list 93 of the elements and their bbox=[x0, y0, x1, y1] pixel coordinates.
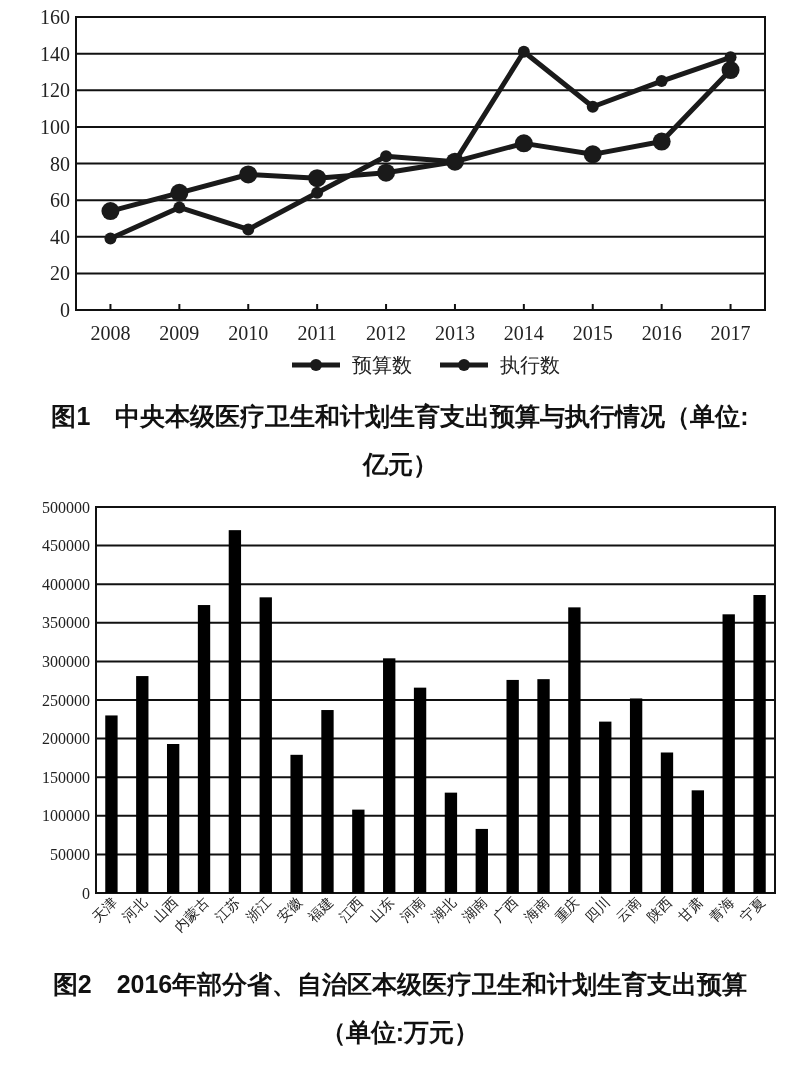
bar bbox=[691, 790, 705, 893]
x-tick-label: 江西 bbox=[336, 894, 367, 925]
point bbox=[308, 169, 327, 188]
y-tick-label: 140 bbox=[40, 42, 70, 65]
point bbox=[721, 61, 740, 80]
x-tick-label: 海南 bbox=[521, 894, 552, 925]
text: 图1 中央本级医疗卫生和计划生育支出预算与执行情况（单位:亿元） bbox=[50, 401, 750, 480]
x-tick-label: 天津 bbox=[89, 894, 120, 925]
bar bbox=[105, 715, 118, 893]
point bbox=[170, 183, 189, 202]
y-tick-label: 50000 bbox=[50, 846, 90, 863]
bar bbox=[722, 614, 735, 893]
text: 图2 2016年部分省、自治区本级医疗卫生和计划生育支出预算（单位:万元） bbox=[51, 969, 749, 1048]
bar bbox=[321, 710, 334, 893]
bar bbox=[537, 679, 550, 893]
point bbox=[104, 232, 117, 245]
y-tick-label: 120 bbox=[40, 79, 70, 102]
x-tick-label: 广西 bbox=[490, 894, 521, 925]
x-tick-label: 甘肃 bbox=[675, 894, 706, 925]
point bbox=[652, 132, 671, 151]
x-tick-label: 2010 bbox=[228, 322, 269, 344]
y-tick-label: 0 bbox=[60, 299, 70, 321]
y-tick-label: 80 bbox=[50, 152, 70, 175]
y-tick-label: 100 bbox=[40, 115, 70, 138]
bar bbox=[383, 658, 396, 893]
x-tick-label: 2011 bbox=[297, 322, 337, 344]
bar bbox=[444, 792, 458, 893]
y-tick-label: 40 bbox=[50, 225, 70, 248]
y-tick-label: 500000 bbox=[42, 498, 90, 516]
x-tick-label: 湖北 bbox=[428, 894, 460, 925]
x-tick-label: 宁夏 bbox=[737, 894, 768, 925]
point bbox=[173, 201, 186, 214]
x-tick-label: 2017 bbox=[710, 322, 751, 344]
point bbox=[377, 163, 396, 182]
x-tick-label: 云南 bbox=[613, 894, 645, 925]
bar bbox=[506, 679, 519, 893]
bar bbox=[166, 744, 180, 893]
x-tick-label: 2014 bbox=[503, 322, 544, 344]
bar bbox=[475, 828, 488, 893]
bar bbox=[629, 698, 643, 893]
point bbox=[380, 150, 393, 163]
point bbox=[514, 134, 533, 153]
bar bbox=[352, 809, 365, 893]
y-tick-label: 60 bbox=[50, 189, 70, 212]
bar bbox=[197, 605, 211, 893]
point bbox=[655, 75, 668, 88]
y-tick-label: 200000 bbox=[42, 730, 90, 748]
x-tick-label: 2012 bbox=[366, 322, 407, 344]
x-tick-label: 青海 bbox=[706, 894, 737, 925]
y-tick-label: 20 bbox=[50, 262, 70, 285]
bar bbox=[259, 597, 272, 893]
x-tick-label: 河南 bbox=[397, 894, 429, 925]
x-tick-label: 山东 bbox=[366, 894, 398, 925]
point bbox=[242, 223, 255, 236]
point bbox=[586, 100, 599, 113]
legend-label: 预算数 bbox=[352, 354, 412, 376]
bar bbox=[599, 721, 612, 893]
x-tick-label: 安徽 bbox=[274, 894, 305, 925]
point bbox=[517, 45, 530, 58]
x-tick-label: 2016 bbox=[641, 322, 682, 344]
y-tick-label: 0 bbox=[82, 884, 90, 902]
point bbox=[583, 145, 602, 164]
bar bbox=[568, 607, 581, 893]
x-tick-label: 湖南 bbox=[459, 894, 490, 925]
x-tick-label: 浙江 bbox=[243, 894, 274, 925]
y-tick-label: 450000 bbox=[42, 537, 90, 555]
bar bbox=[753, 595, 766, 893]
x-tick-label: 2009 bbox=[159, 322, 200, 344]
y-tick-label: 350000 bbox=[42, 614, 90, 632]
x-tick-label: 江苏 bbox=[212, 894, 244, 925]
bar bbox=[290, 754, 303, 893]
point bbox=[311, 186, 324, 199]
x-tick-label: 重庆 bbox=[552, 894, 583, 925]
y-tick-label: 300000 bbox=[42, 653, 90, 670]
y-tick-label: 100000 bbox=[42, 807, 90, 825]
point bbox=[239, 165, 258, 184]
x-tick-label: 四川 bbox=[582, 894, 614, 925]
x-tick-label: 2013 bbox=[434, 322, 475, 344]
x-tick-label: 2015 bbox=[572, 322, 613, 344]
bar bbox=[660, 752, 674, 893]
y-tick-label: 250000 bbox=[42, 691, 90, 709]
x-tick-label: 陕西 bbox=[644, 894, 676, 925]
x-tick-label: 福建 bbox=[305, 894, 336, 925]
y-tick-label: 160 bbox=[40, 6, 70, 28]
x-tick-label: 河北 bbox=[120, 894, 151, 925]
y-tick-label: 150000 bbox=[42, 768, 90, 786]
y-tick-label: 400000 bbox=[42, 575, 90, 593]
x-tick-label: 2008 bbox=[90, 322, 131, 344]
bar bbox=[413, 687, 427, 893]
bar bbox=[228, 530, 242, 893]
bar bbox=[136, 676, 149, 893]
point bbox=[101, 202, 120, 221]
legend-label: 执行数 bbox=[500, 354, 560, 376]
